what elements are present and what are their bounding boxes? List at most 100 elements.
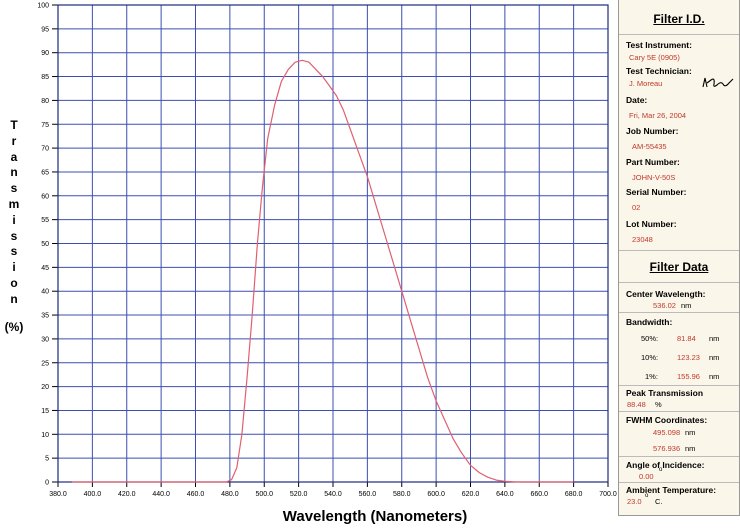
divider [619, 250, 739, 251]
x-tick-label: 620.0 [462, 491, 480, 498]
part-number-value: JOHN-V-50S [632, 173, 676, 182]
series-group [71, 59, 574, 483]
test-technician-label: Test Technician: [626, 66, 692, 76]
peak-transmission-label: Peak Transmission [626, 388, 704, 398]
y-tick-label: 60 [41, 193, 49, 200]
y-tick-label: 70 [41, 146, 49, 153]
y-tick-label: 90 [41, 50, 49, 57]
x-tick-label: 480.0 [221, 491, 239, 498]
ambient-degree-symbol: o [645, 493, 649, 499]
divider [619, 482, 739, 483]
ambient-temperature-label: Ambient Temperature: [626, 485, 717, 495]
x-axis-title: Wavelength (Nanometers) [282, 508, 468, 525]
x-tick-label: 680.0 [565, 491, 583, 498]
bandwidth-1-label: 1%: [645, 372, 658, 381]
y-axis-title-letter: T [10, 118, 18, 132]
angle-of-incidence-label: Angle of Incidence: [626, 460, 705, 470]
job-number-label: Job Number: [626, 126, 679, 136]
y-tick-label: 35 [41, 313, 49, 320]
divider [619, 312, 739, 313]
y-axis-title-letter: s [10, 228, 18, 243]
y-tick-label: 0 [45, 480, 49, 487]
x-tick-label: 560.0 [359, 491, 377, 498]
y-axis-title-letter: o [10, 275, 18, 290]
y-axis-title-letter: r [11, 133, 17, 148]
y-axis-title-letter: i [12, 260, 16, 275]
x-tick-label: 440.0 [152, 491, 170, 498]
test-instrument-label: Test Instrument: [626, 40, 692, 50]
divider [619, 34, 739, 35]
bandwidth-1-value: 155.96 [677, 372, 700, 381]
x-tick-label: 540.0 [324, 491, 342, 498]
x-tick-label: 420.0 [118, 491, 136, 498]
fwhm-value-1: 495.098 [653, 428, 681, 437]
part-number-label: Part Number: [626, 157, 680, 167]
x-tick-label: 660.0 [530, 491, 548, 498]
x-tick-label: 460.0 [187, 491, 205, 498]
y-axis-title-letter: n [10, 291, 18, 306]
grid-lines [52, 4, 609, 487]
x-tick-label: 640.0 [496, 491, 514, 498]
divider [619, 282, 739, 283]
serial-number-label: Serial Number: [626, 187, 687, 197]
y-tick-label: 65 [41, 169, 49, 176]
bandwidth-10-label: 10%: [641, 353, 659, 362]
y-axis-title-letter: i [12, 212, 16, 227]
lot-number-value: 23048 [632, 235, 653, 244]
x-tick-label: 700.0 [599, 491, 617, 498]
date-label: Date: [626, 95, 648, 105]
y-tick-label: 95 [41, 26, 49, 33]
y-tick-label: 45 [41, 265, 49, 272]
y-axis-title-letter: s [10, 244, 18, 259]
angle-of-incidence-value: 0.00 [639, 472, 654, 481]
divider [619, 411, 739, 412]
y-tick-label: 40 [41, 289, 49, 296]
y-tick-label: 10 [41, 432, 49, 439]
filter-data-title: Filter Data [649, 260, 709, 274]
peak-transmission-value: 88.48 [627, 400, 646, 409]
y-tick-label: 30 [41, 336, 49, 343]
y-tick-label: 15 [41, 408, 49, 415]
ambient-temperature-value: 23.0 [627, 497, 642, 506]
y-axis-title-letter: s [10, 181, 18, 196]
peak-transmission-unit: % [655, 400, 662, 409]
y-tick-label: 85 [41, 74, 49, 81]
y-tick-label: 80 [41, 98, 49, 105]
technician-signature [702, 77, 734, 88]
y-tick-label: 50 [41, 241, 49, 248]
x-tick-label: 520.0 [290, 491, 308, 498]
bandwidth-50-value: 81.84 [677, 334, 696, 343]
y-tick-label: 5 [45, 456, 49, 463]
fwhm-value-2: 576.936 [653, 444, 681, 453]
filter-id-title: Filter I.D. [653, 12, 705, 26]
y-axis-title-letter: m [8, 196, 20, 211]
center-wavelength-value: 536.02 [653, 301, 676, 310]
bandwidth-50-unit: nm [709, 334, 720, 343]
y-tick-label: 75 [41, 122, 49, 129]
x-tick-label: 600.0 [427, 491, 445, 498]
x-tick-label: 400.0 [84, 491, 102, 498]
y-axis-title-letter: n [10, 165, 18, 180]
y-tick-label: 20 [41, 384, 49, 391]
bandwidth-1-unit: nm [709, 372, 720, 381]
fwhm-unit-1: nm [685, 428, 696, 437]
angle-degree-symbol: o [659, 467, 663, 473]
serial-number-value: 02 [632, 203, 641, 212]
transmission-curve [71, 59, 574, 483]
bandwidth-10-unit: nm [709, 353, 720, 362]
y-tick-labels: 0 5 10 15 20 25 30 35 40 45 50 55 60 65 70 75 80 85 90 95 10… [37, 3, 49, 487]
y-tick-label: 25 [41, 360, 49, 367]
bandwidth-50-label: 50%: [641, 334, 659, 343]
center-wavelength-unit: nm [681, 301, 692, 310]
lot-number-label: Lot Number: [626, 219, 677, 229]
filter-info-panel: Filter I.D. Test Instrument: Cary 5E (09… [618, 0, 740, 516]
bandwidth-label: Bandwidth: [626, 317, 673, 327]
fwhm-unit-2: nm [685, 444, 696, 453]
y-axis-title-letter: a [10, 149, 18, 164]
y-axis-unit: (%) [4, 319, 24, 334]
y-tick-label: 100 [37, 3, 49, 10]
date-value: Fri, Mar 26, 2004 [629, 111, 687, 120]
x-tick-label: 580.0 [393, 491, 411, 498]
x-tick-label: 380.0 [49, 491, 67, 498]
